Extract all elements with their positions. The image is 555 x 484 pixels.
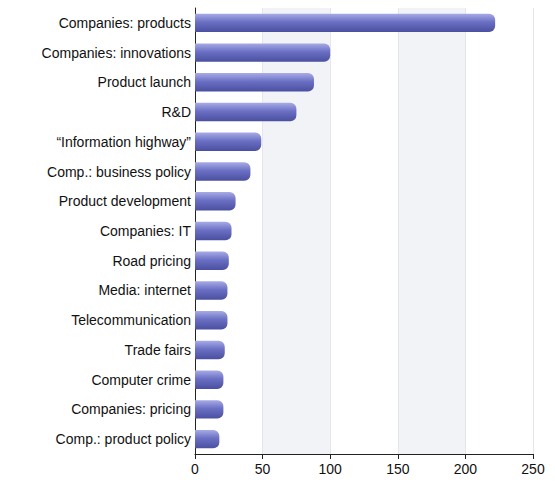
svg-text:0: 0 xyxy=(191,461,199,477)
svg-text:Companies: pricing: Companies: pricing xyxy=(71,401,191,417)
svg-text:Product development: Product development xyxy=(59,193,191,209)
svg-text:150: 150 xyxy=(386,461,410,477)
svg-text:R&D: R&D xyxy=(161,104,191,120)
svg-text:Comp.: product policy: Comp.: product policy xyxy=(56,431,191,447)
svg-text:Companies: products: Companies: products xyxy=(59,15,191,31)
svg-text:Trade fairs: Trade fairs xyxy=(125,342,191,358)
svg-text:250: 250 xyxy=(521,461,545,477)
svg-text:200: 200 xyxy=(454,461,478,477)
svg-text:Media: internet: Media: internet xyxy=(98,282,191,298)
svg-text:100: 100 xyxy=(319,461,343,477)
svg-text:“Information highway”: “Information highway” xyxy=(56,134,191,150)
svg-text:Computer crime: Computer crime xyxy=(91,372,191,388)
svg-text:Companies: innovations: Companies: innovations xyxy=(42,45,191,61)
svg-text:50: 50 xyxy=(255,461,271,477)
svg-text:Comp.: business policy: Comp.: business policy xyxy=(47,164,191,180)
svg-text:Telecommunication: Telecommunication xyxy=(71,312,191,328)
svg-text:Product launch: Product launch xyxy=(98,74,191,90)
svg-text:Companies: IT: Companies: IT xyxy=(100,223,191,239)
svg-text:Road pricing: Road pricing xyxy=(112,253,191,269)
